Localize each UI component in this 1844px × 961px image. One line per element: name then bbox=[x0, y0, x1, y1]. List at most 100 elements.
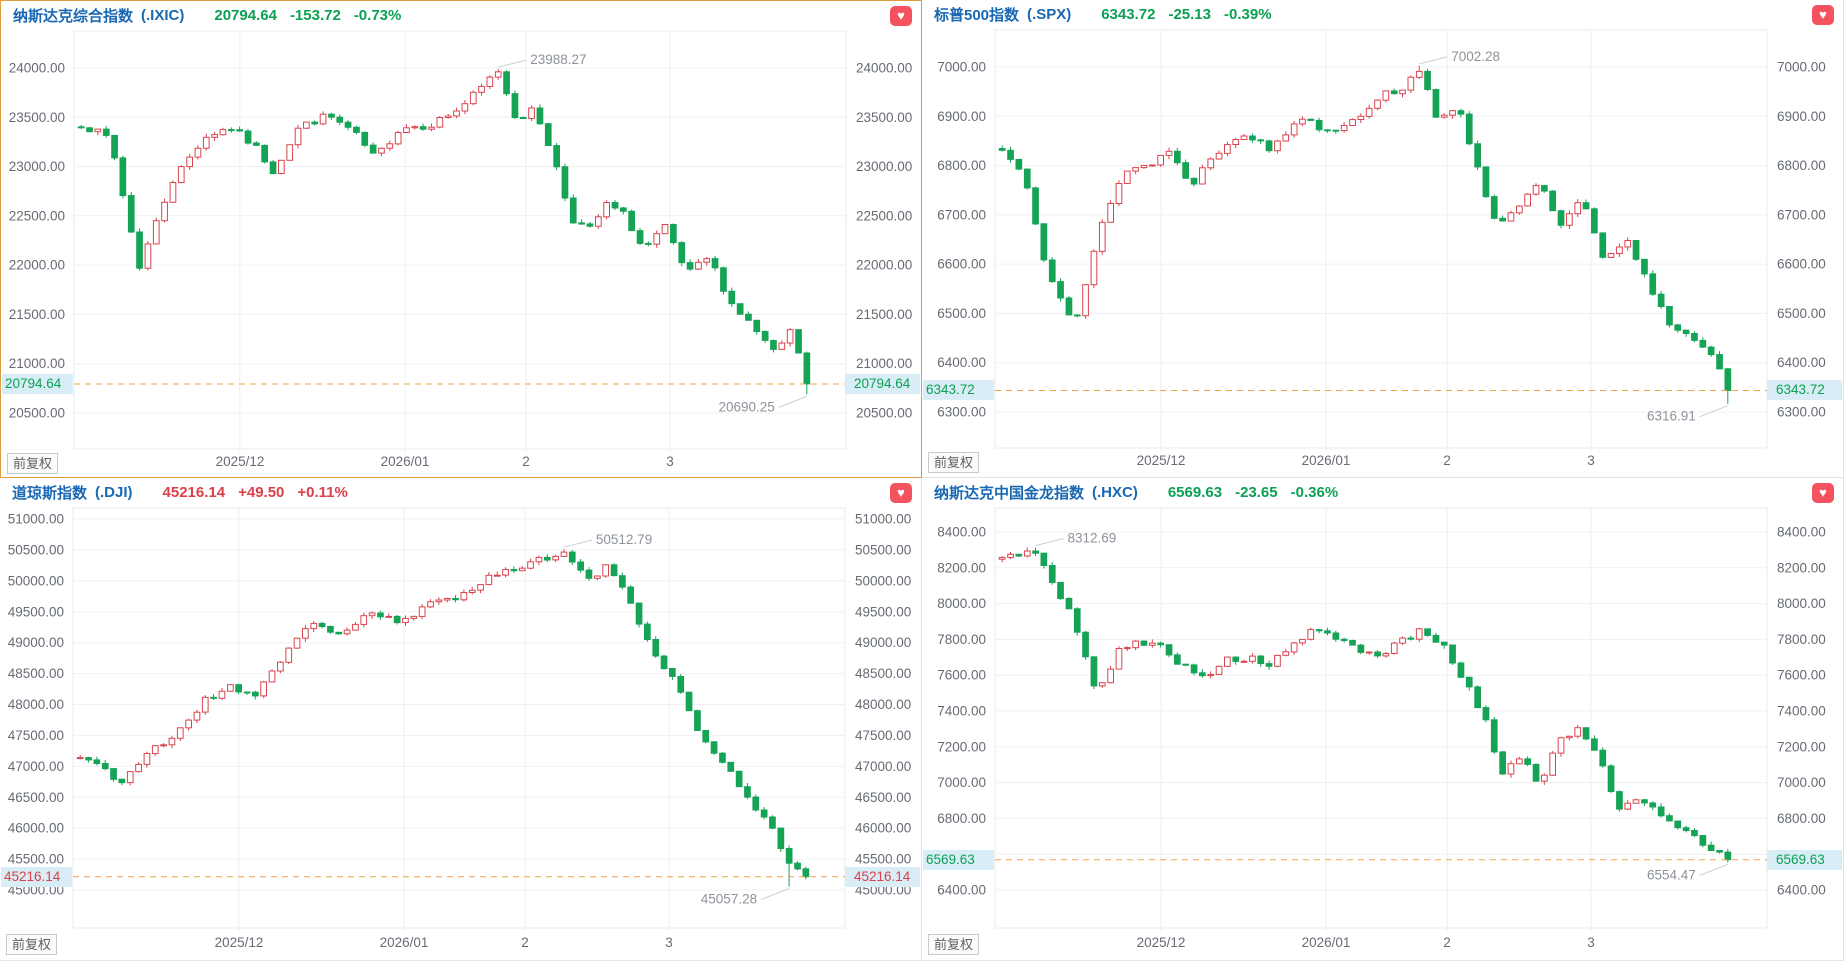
candle bbox=[669, 668, 676, 677]
candle bbox=[1315, 119, 1323, 131]
candle bbox=[519, 117, 527, 119]
candle bbox=[602, 564, 609, 577]
candle bbox=[286, 144, 294, 161]
candle bbox=[1432, 89, 1440, 118]
svg-text:7200.00: 7200.00 bbox=[1777, 739, 1826, 754]
svg-text:49500.00: 49500.00 bbox=[855, 604, 911, 619]
price-change: +49.50 bbox=[238, 483, 285, 501]
candle bbox=[727, 761, 735, 772]
svg-text:6400.00: 6400.00 bbox=[1777, 355, 1826, 370]
svg-text:50000.00: 50000.00 bbox=[855, 573, 911, 588]
candle bbox=[1516, 758, 1523, 765]
candle bbox=[269, 161, 277, 175]
candle bbox=[1357, 115, 1365, 121]
index-code: (.SPX) bbox=[1027, 5, 1072, 23]
candle bbox=[1549, 190, 1556, 212]
svg-text:51000.00: 51000.00 bbox=[8, 512, 64, 527]
candle bbox=[1524, 758, 1531, 765]
favorite-button[interactable]: ♥ bbox=[1812, 5, 1834, 25]
current-price-label-left: 6343.72 bbox=[923, 380, 994, 401]
candle bbox=[360, 615, 368, 625]
candle bbox=[435, 599, 443, 603]
svg-text:6900.00: 6900.00 bbox=[937, 109, 986, 124]
candle bbox=[460, 592, 468, 601]
candle bbox=[1224, 144, 1231, 154]
favorite-button[interactable]: ♥ bbox=[1812, 483, 1834, 503]
candle bbox=[1399, 89, 1406, 95]
svg-text:49500.00: 49500.00 bbox=[8, 604, 64, 619]
candlestick-chart[interactable]: 24000.00 24000.00 23500.00 23500.00 23000.00… bbox=[1, 1, 922, 478]
candle bbox=[261, 144, 268, 163]
candle bbox=[1082, 284, 1089, 317]
candle bbox=[1449, 644, 1456, 664]
prev-adjust-badge[interactable]: 前复权 bbox=[928, 452, 980, 473]
candle bbox=[998, 556, 1006, 560]
candle bbox=[1507, 212, 1515, 222]
prev-adjust-badge[interactable]: 前复权 bbox=[928, 934, 980, 955]
candle bbox=[1624, 240, 1632, 248]
svg-text:7800.00: 7800.00 bbox=[937, 632, 986, 647]
candle bbox=[1407, 637, 1415, 640]
price-change-percent: -0.73% bbox=[353, 6, 402, 24]
candle bbox=[1457, 110, 1465, 115]
x-axis-label: 2026/01 bbox=[1301, 453, 1351, 468]
panel-title: 纳斯达克综合指数 (.IXIC) 20794.64 -153.72 -0.73% bbox=[1, 1, 921, 29]
candle bbox=[603, 202, 610, 218]
favorite-button[interactable]: ♥ bbox=[890, 6, 912, 26]
candle bbox=[76, 757, 84, 760]
candle bbox=[185, 719, 193, 729]
candle bbox=[402, 617, 409, 623]
favorite-button[interactable]: ♥ bbox=[890, 483, 912, 503]
current-price-label-right: 6569.63 bbox=[1767, 849, 1842, 870]
candle bbox=[494, 71, 502, 78]
candle bbox=[111, 134, 118, 159]
candlestick-chart[interactable]: 51000.00 51000.00 50500.00 50500.00 50000.00… bbox=[0, 478, 922, 961]
candle bbox=[586, 223, 594, 227]
candle bbox=[1532, 185, 1540, 195]
prev-adjust-badge[interactable]: 前复权 bbox=[7, 453, 59, 474]
candle bbox=[719, 752, 726, 763]
candle bbox=[1541, 774, 1548, 782]
index-name: 纳斯达克中国金龙指数 bbox=[934, 484, 1085, 502]
svg-text:20690.25: 20690.25 bbox=[718, 399, 774, 414]
candle bbox=[527, 561, 534, 569]
candle bbox=[1040, 552, 1048, 566]
candle bbox=[1115, 648, 1123, 670]
candle bbox=[611, 202, 619, 209]
candle bbox=[1290, 642, 1298, 653]
candle bbox=[1082, 631, 1089, 658]
candle bbox=[1224, 656, 1231, 667]
price-change: -25.13 bbox=[1168, 5, 1211, 23]
candle bbox=[620, 207, 627, 212]
candle bbox=[135, 763, 142, 773]
candle bbox=[436, 117, 444, 128]
candle bbox=[1474, 143, 1481, 168]
candle bbox=[219, 129, 227, 136]
x-axis-label: 2 bbox=[521, 935, 529, 950]
candle bbox=[803, 352, 811, 385]
candle bbox=[702, 730, 710, 743]
candle bbox=[93, 759, 101, 764]
candle bbox=[1566, 735, 1573, 739]
candle bbox=[1349, 119, 1356, 126]
candle bbox=[735, 770, 743, 788]
candle bbox=[503, 71, 510, 95]
index-name: 标普500指数 bbox=[934, 6, 1020, 24]
svg-text:49000.00: 49000.00 bbox=[8, 635, 64, 650]
svg-text:6800.00: 6800.00 bbox=[937, 158, 986, 173]
candle bbox=[310, 622, 318, 630]
candle bbox=[1140, 640, 1148, 646]
candle bbox=[361, 131, 369, 146]
panel-dji: 道琼斯指数 (.DJI) 45216.14 +49.50 +0.11% ♥ 51… bbox=[0, 478, 922, 961]
svg-text:6500.00: 6500.00 bbox=[1777, 306, 1826, 321]
candlestick-chart[interactable]: 7000.00 7000.00 6900.00 6900.00 6800.00 6800.… bbox=[922, 0, 1844, 478]
candle bbox=[769, 816, 776, 829]
candle bbox=[352, 623, 359, 631]
svg-text:23000.00: 23000.00 bbox=[856, 159, 912, 174]
candle bbox=[1682, 827, 1690, 832]
candle bbox=[1399, 637, 1406, 644]
candle bbox=[126, 771, 134, 784]
candle bbox=[1123, 170, 1131, 185]
prev-adjust-badge[interactable]: 前复权 bbox=[6, 934, 58, 955]
candlestick-chart[interactable]: 8400.00 8400.00 8200.00 8200.00 8000.00 8000.… bbox=[922, 478, 1844, 961]
